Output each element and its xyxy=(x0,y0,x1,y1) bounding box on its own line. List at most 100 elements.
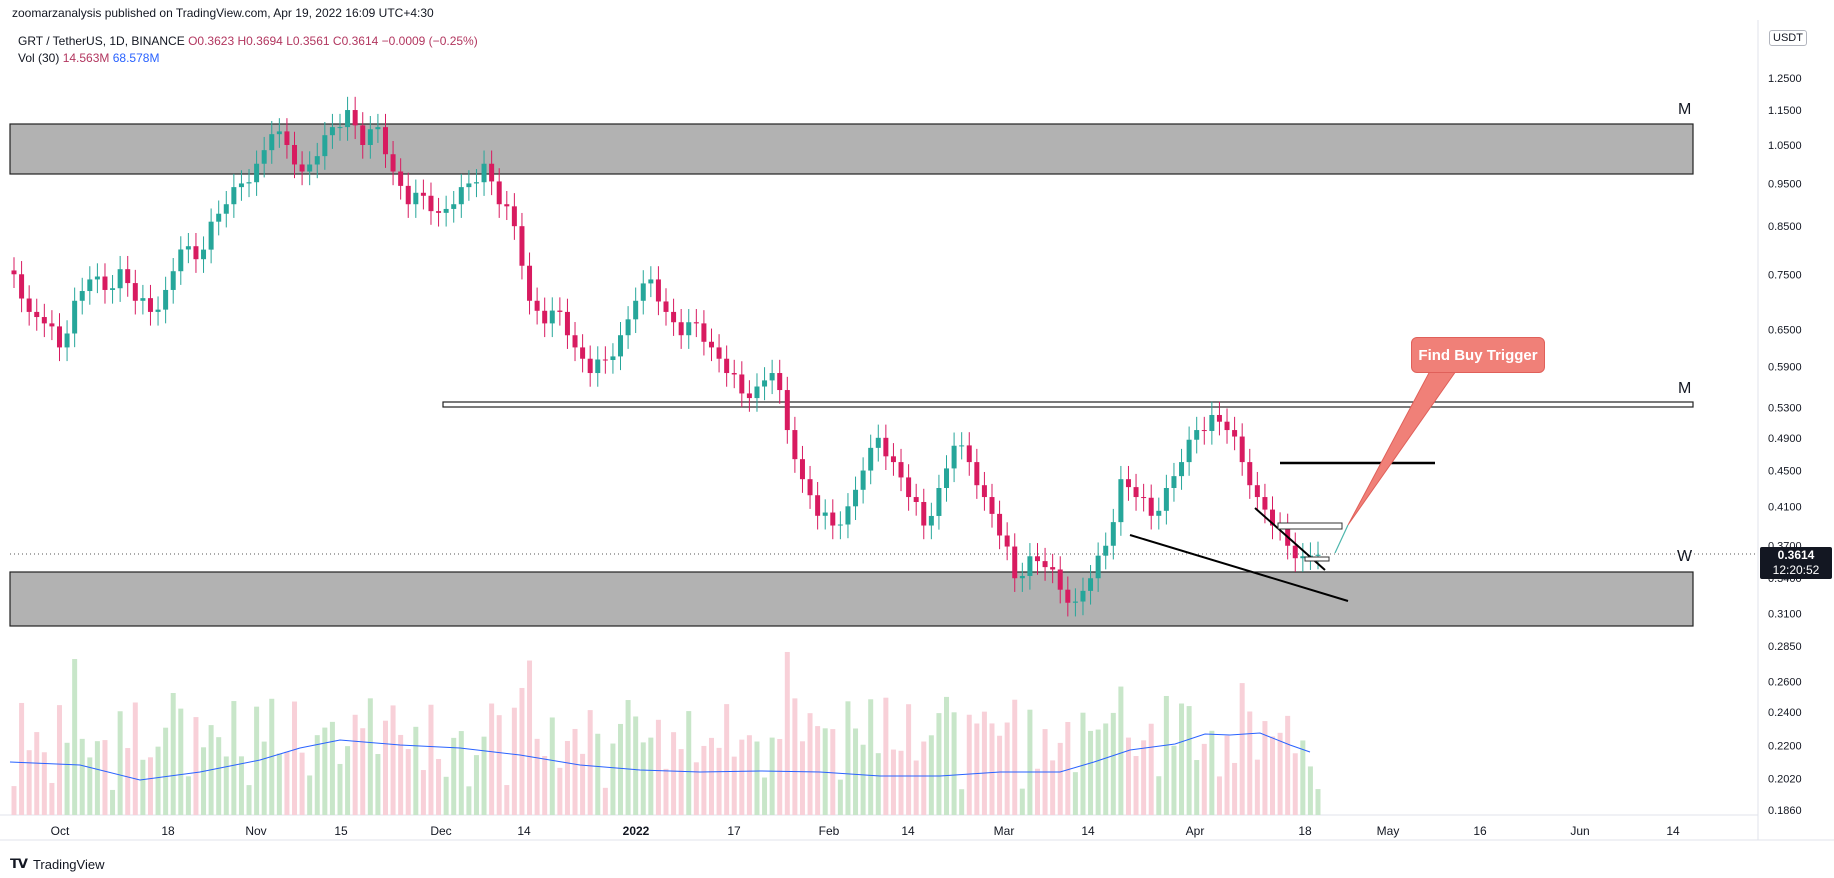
volume-bar xyxy=(762,777,768,815)
candle xyxy=(178,236,184,285)
candle-body xyxy=(398,171,404,186)
candle-body xyxy=(1080,590,1086,602)
candle xyxy=(1118,465,1124,536)
candle-body xyxy=(944,468,950,489)
candle-body xyxy=(345,110,351,128)
volume-bar xyxy=(451,737,457,815)
candle xyxy=(875,424,881,462)
candle-body xyxy=(587,358,593,374)
candle xyxy=(125,255,131,297)
candle xyxy=(1300,543,1306,572)
volume-bar xyxy=(724,704,730,815)
volume-bar xyxy=(284,751,290,815)
volume-bar xyxy=(1247,711,1253,815)
candle xyxy=(49,310,55,341)
candle-body xyxy=(936,488,942,516)
volume-bar xyxy=(549,717,555,815)
candle-body xyxy=(269,134,275,151)
bottom-demand-zone xyxy=(9,571,1694,627)
close-value: C0.3614 xyxy=(332,34,379,48)
volume-bar xyxy=(602,787,608,815)
candle xyxy=(382,113,388,168)
candle xyxy=(860,457,866,504)
candle-body xyxy=(701,323,707,342)
candle-body xyxy=(276,131,282,135)
volume-bar xyxy=(398,734,404,815)
volume-bar xyxy=(1095,729,1101,815)
volume-bar xyxy=(261,741,267,815)
volume-bar xyxy=(322,727,328,815)
candle-body xyxy=(314,156,320,165)
volume-bar xyxy=(693,762,699,815)
candle xyxy=(724,345,730,387)
time-tick-label: 15 xyxy=(334,824,348,838)
candle xyxy=(208,208,214,264)
candle-body xyxy=(534,300,540,311)
candle-body xyxy=(413,192,419,205)
candle xyxy=(951,432,957,483)
candle xyxy=(375,113,381,143)
volume-bar xyxy=(595,733,601,815)
candle xyxy=(201,236,207,273)
candle xyxy=(56,313,62,362)
candle xyxy=(830,499,836,540)
candle-body xyxy=(382,127,388,155)
footer-brand[interactable]: 𝗧𝗩 TradingView xyxy=(10,856,104,872)
volume-bar xyxy=(87,757,93,815)
volume-bar xyxy=(1262,721,1268,815)
candle-body xyxy=(390,154,396,172)
volume-bar xyxy=(1004,722,1010,815)
volume-bar xyxy=(238,756,244,815)
time-tick-label: 14 xyxy=(1081,824,1095,838)
currency-selector[interactable]: USDT xyxy=(1769,30,1807,46)
volume-bar xyxy=(390,705,396,815)
candle xyxy=(519,212,525,280)
volume-bar xyxy=(496,715,502,815)
candle-body xyxy=(724,358,730,374)
candle-body xyxy=(140,298,146,301)
candle-body xyxy=(352,110,358,126)
candle xyxy=(64,320,70,362)
time-tick-label: 2022 xyxy=(623,824,650,838)
candle-body xyxy=(807,479,813,496)
candle-body xyxy=(481,163,487,183)
candle-body xyxy=(1148,497,1154,516)
candle xyxy=(1088,565,1094,605)
ohlc-legend: GRT / TetherUS, 1D, BINANCE O0.3623 H0.3… xyxy=(18,34,478,48)
find-buy-trigger-callout[interactable]: Find Buy Trigger xyxy=(1411,337,1545,373)
price-tick-label: 0.1860 xyxy=(1768,805,1802,817)
candle-body xyxy=(155,309,161,312)
candle-body xyxy=(1194,430,1200,440)
volume-bar xyxy=(1209,730,1215,815)
candle xyxy=(102,263,108,304)
candle xyxy=(853,476,859,520)
candle-body xyxy=(125,269,131,284)
volume-bar xyxy=(329,721,335,815)
candle-body xyxy=(928,515,934,526)
volume-bar xyxy=(1148,723,1154,815)
candle-body xyxy=(906,477,912,498)
candle xyxy=(754,373,760,412)
candle xyxy=(1125,465,1131,501)
candle-body xyxy=(997,513,1003,536)
candle xyxy=(1012,533,1018,592)
candle-body xyxy=(87,279,93,292)
candle xyxy=(489,150,495,196)
volume-bar xyxy=(443,776,449,815)
candle xyxy=(231,173,237,218)
candle-body xyxy=(655,279,661,302)
price-tick-label: 0.4500 xyxy=(1768,466,1802,478)
candle-body xyxy=(618,335,624,357)
candle xyxy=(1232,416,1238,451)
candle xyxy=(473,168,479,198)
candle-body xyxy=(1209,414,1215,431)
candle xyxy=(701,310,707,356)
price-tick-label: 0.2600 xyxy=(1768,676,1802,688)
candle xyxy=(1057,556,1063,604)
candle xyxy=(564,298,570,349)
candle xyxy=(678,309,684,349)
candle xyxy=(762,367,768,401)
volume-bar xyxy=(527,660,533,815)
candle-body xyxy=(1247,462,1253,486)
